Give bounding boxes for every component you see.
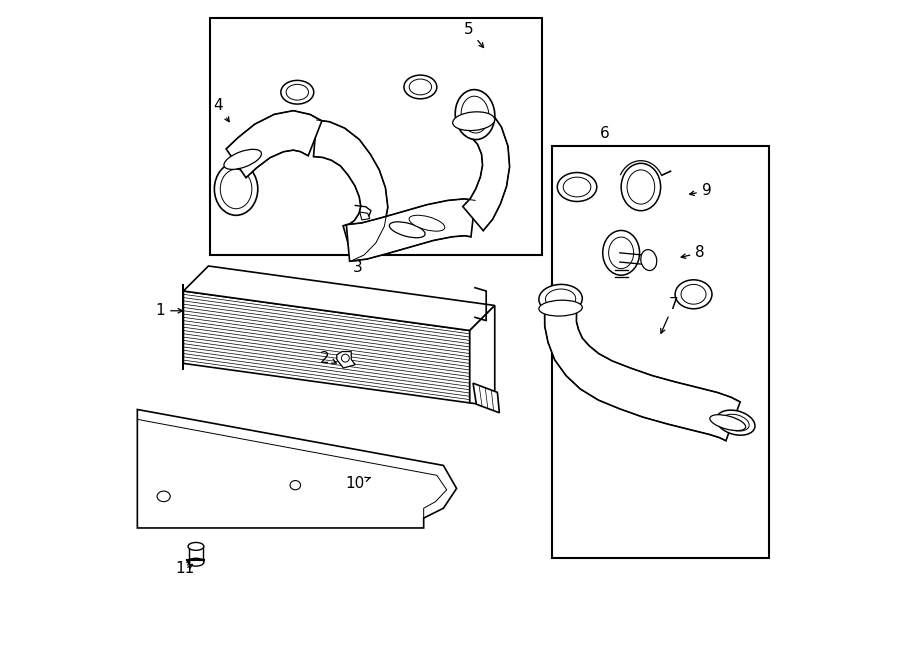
Ellipse shape bbox=[290, 481, 301, 490]
Polygon shape bbox=[184, 266, 495, 330]
Ellipse shape bbox=[557, 173, 597, 202]
Polygon shape bbox=[313, 120, 388, 260]
Ellipse shape bbox=[341, 354, 349, 362]
Ellipse shape bbox=[461, 97, 489, 133]
Text: 6: 6 bbox=[599, 126, 609, 141]
Ellipse shape bbox=[220, 169, 252, 209]
Text: 7: 7 bbox=[661, 297, 679, 333]
Ellipse shape bbox=[539, 284, 582, 313]
Ellipse shape bbox=[675, 280, 712, 309]
Text: 2: 2 bbox=[320, 350, 337, 366]
Text: 3: 3 bbox=[353, 260, 363, 276]
Ellipse shape bbox=[722, 414, 749, 431]
Ellipse shape bbox=[188, 543, 203, 551]
Polygon shape bbox=[473, 383, 500, 412]
Text: 4: 4 bbox=[213, 98, 230, 122]
Text: 1: 1 bbox=[156, 303, 183, 318]
Ellipse shape bbox=[453, 112, 495, 130]
Polygon shape bbox=[463, 104, 509, 231]
Ellipse shape bbox=[404, 75, 436, 98]
Ellipse shape bbox=[224, 149, 261, 169]
Ellipse shape bbox=[545, 289, 576, 309]
Polygon shape bbox=[346, 199, 475, 261]
Ellipse shape bbox=[281, 81, 314, 104]
Bar bbox=[210, 18, 542, 254]
Ellipse shape bbox=[627, 170, 654, 204]
Text: 11: 11 bbox=[176, 561, 195, 576]
Ellipse shape bbox=[410, 215, 445, 231]
Ellipse shape bbox=[214, 163, 257, 215]
Bar bbox=[552, 146, 770, 558]
Polygon shape bbox=[138, 409, 456, 528]
Ellipse shape bbox=[621, 163, 661, 211]
Ellipse shape bbox=[410, 79, 432, 95]
Ellipse shape bbox=[710, 414, 746, 430]
Ellipse shape bbox=[563, 177, 591, 197]
Polygon shape bbox=[544, 311, 740, 441]
Ellipse shape bbox=[286, 85, 309, 100]
Ellipse shape bbox=[716, 410, 755, 435]
Ellipse shape bbox=[158, 491, 170, 502]
Text: 9: 9 bbox=[689, 184, 712, 198]
Ellipse shape bbox=[539, 300, 582, 316]
Ellipse shape bbox=[681, 284, 706, 304]
Text: 8: 8 bbox=[681, 245, 705, 260]
Ellipse shape bbox=[603, 231, 640, 275]
Ellipse shape bbox=[608, 237, 634, 268]
Ellipse shape bbox=[390, 222, 425, 238]
Polygon shape bbox=[226, 110, 322, 178]
Ellipse shape bbox=[641, 250, 657, 270]
Polygon shape bbox=[470, 305, 495, 407]
Polygon shape bbox=[184, 291, 470, 403]
Polygon shape bbox=[360, 212, 370, 220]
Text: 10: 10 bbox=[346, 476, 370, 490]
Ellipse shape bbox=[455, 90, 495, 139]
Text: 5: 5 bbox=[464, 22, 483, 48]
Ellipse shape bbox=[188, 559, 203, 566]
Polygon shape bbox=[337, 352, 356, 368]
